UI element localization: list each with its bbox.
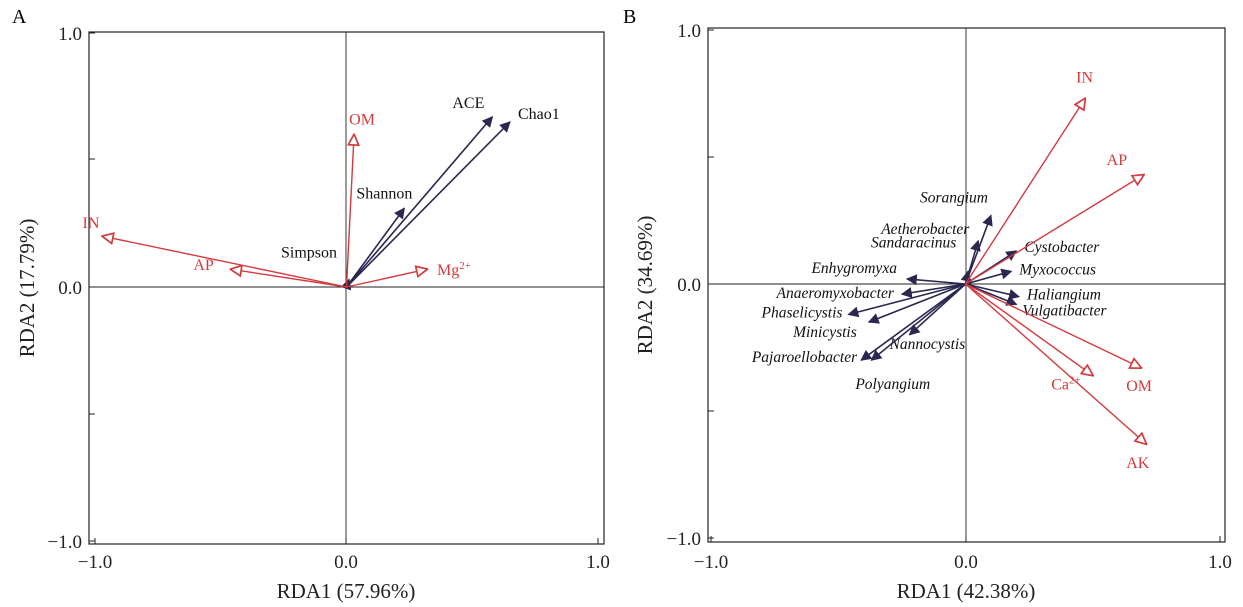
response-label-minicystis: Minicystis — [792, 324, 857, 341]
panel-b-y-axis-title: RDA2 (34.69%) — [633, 216, 657, 355]
env-label-ak: AK — [1126, 455, 1150, 472]
env-label-in: IN — [83, 215, 100, 232]
response-label-chao1: Chao1 — [518, 106, 560, 123]
response-vector-myxococcus — [965, 268, 1013, 285]
panel-a-xtick-neg1: −1.0 — [78, 552, 112, 573]
env-vector-om — [345, 135, 355, 288]
env-vector-mg — [346, 269, 427, 288]
env-label-om: OM — [349, 112, 375, 129]
panel-a-ytick-neg1: −1.0 — [48, 532, 82, 553]
panel-b-x-axis-title: RDA1 (42.38%) — [897, 579, 1036, 603]
response-label-pajaroellobacter: Pajaroellobacter — [751, 349, 858, 366]
response-label-polyangium: Polyangium — [854, 376, 930, 393]
response-label-haliangium: Haliangium — [1026, 287, 1101, 304]
response-label-shannon: Shannon — [356, 185, 412, 202]
response-label-phaselicystis: Phaselicystis — [760, 304, 842, 321]
response-label-myxococcus: Myxococcus — [1018, 261, 1096, 278]
env-vector-ca — [965, 283, 1093, 375]
response-label-nannocystis: Nannocystis — [889, 336, 966, 353]
panel-b-ytick-neg1: −1.0 — [667, 529, 701, 550]
panel-b-ytick-1: 1.0 — [677, 21, 701, 42]
env-vector-ak — [965, 283, 1147, 444]
panel-b-ticks — [708, 29, 1221, 542]
panel-a-xtick-1: 1.0 — [586, 552, 610, 573]
response-vector-minicystis — [867, 283, 966, 324]
response-label-sandaracinus: Sandaracinus — [871, 234, 956, 251]
env-vector-ap — [965, 175, 1144, 285]
panel-b-xtick-neg1: −1.0 — [694, 552, 728, 573]
env-label-ap: AP — [1107, 152, 1128, 169]
env-vector-om — [965, 283, 1142, 368]
response-vector-sandaracinus — [960, 270, 972, 285]
panel-a-x-axis-title: RDA1 (57.96%) — [277, 579, 416, 603]
panel-b-ytick-0: 0.0 — [677, 275, 701, 296]
panel-a-ytick-1: 1.0 — [58, 24, 82, 45]
response-vector-polyangium — [870, 283, 967, 361]
panel-b-xtick-0: 0.0 — [954, 552, 978, 573]
response-label-simpson: Simpson — [281, 244, 337, 261]
env-vector-in — [103, 236, 347, 288]
env-label-in: IN — [1076, 70, 1093, 87]
env-label-om: OM — [1126, 378, 1152, 395]
response-label-enhygromyxa: Enhygromyxa — [810, 260, 897, 277]
env-vector-in — [964, 99, 1086, 285]
response-vector-phaselicystis — [847, 283, 966, 318]
panel-a-vectors: ACE Chao1 Shannon Simpson OM IN AP Mg2+ — [83, 95, 560, 291]
response-vector-pajaroellobacter — [860, 283, 966, 361]
panel-a-ticks — [89, 32, 599, 544]
response-vector-ace — [345, 115, 494, 288]
response-vector-haliangium — [965, 283, 1021, 300]
panel-b-label: B — [623, 6, 636, 28]
env-label-ap: AP — [193, 257, 214, 274]
response-vector-shannon — [345, 207, 405, 288]
response-vector-chao1 — [345, 121, 511, 288]
response-vector-anaeromyxobacter — [900, 283, 966, 299]
env-vector-ap — [231, 269, 347, 288]
response-label-anaeromyxobacter: Anaeromyxobacter — [776, 285, 895, 302]
response-label-vulgatibacter: Vulgatibacter — [1022, 302, 1107, 319]
response-label-sorangium: Sorangium — [920, 189, 988, 206]
panel-b-xtick-1: 1.0 — [1208, 552, 1232, 573]
panel-a-y-axis-title: RDA2 (17.79%) — [15, 219, 39, 358]
panel-a-ytick-0: 0.0 — [58, 278, 82, 299]
panel-a: A −1.0 0.0 1.0 1.0 0.0 −1.0 RDA1 (57.96%… — [12, 6, 610, 603]
panel-b: B −1.0 0.0 1.0 1.0 0.0 −1.0 RDA1 (42.38%… — [623, 6, 1232, 603]
response-label-aetherobacter: Aetherobacter — [880, 221, 970, 238]
env-label-ca: Ca2+ — [1051, 374, 1081, 393]
panel-a-xtick-0: 0.0 — [334, 552, 358, 573]
env-label-mg: Mg2+ — [437, 260, 471, 279]
panel-a-label: A — [12, 6, 27, 28]
response-label-ace: ACE — [452, 95, 484, 112]
response-label-cystobacter: Cystobacter — [1024, 239, 1100, 256]
response-vector-enhygromyxa — [905, 274, 966, 286]
